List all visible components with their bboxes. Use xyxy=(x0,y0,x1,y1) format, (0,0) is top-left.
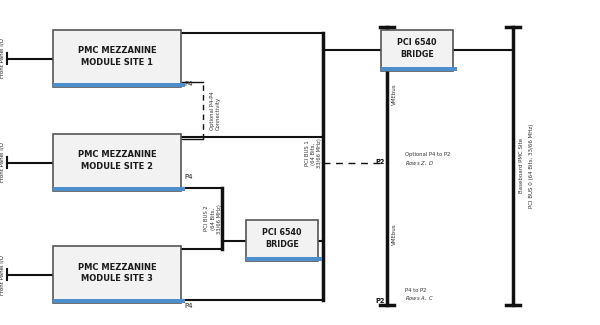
Text: PMC MEZZANINE
MODULE SITE 2: PMC MEZZANINE MODULE SITE 2 xyxy=(77,150,157,171)
Text: PCI BUS 2
(64 Bits,
33/66 MHz): PCI BUS 2 (64 Bits, 33/66 MHz) xyxy=(204,204,222,233)
Text: VMEbus: VMEbus xyxy=(392,83,397,105)
Text: PCI 6540
BRIDGE: PCI 6540 BRIDGE xyxy=(262,228,302,249)
Bar xyxy=(53,299,185,304)
Text: P2: P2 xyxy=(375,160,385,165)
Text: PCI 6540
BRIDGE: PCI 6540 BRIDGE xyxy=(397,38,437,59)
Text: Optional P4-P4
Connectivity: Optional P4-P4 Connectivity xyxy=(210,91,221,130)
Text: VMEbus: VMEbus xyxy=(392,224,397,245)
Text: P4: P4 xyxy=(185,174,193,180)
Text: PMC MEZZANINE
MODULE SITE 3: PMC MEZZANINE MODULE SITE 3 xyxy=(77,263,157,283)
Text: Optional P4 to P2
$\it{Rows\ Z,\ D}$: Optional P4 to P2 $\it{Rows\ Z,\ D}$ xyxy=(405,152,451,166)
Bar xyxy=(53,30,181,87)
Bar xyxy=(53,83,185,87)
Text: PMC MEZZANINE
MODULE SITE 1: PMC MEZZANINE MODULE SITE 1 xyxy=(77,46,157,67)
Bar xyxy=(246,257,322,261)
Text: Baseboard PMC Site: Baseboard PMC Site xyxy=(519,138,524,193)
Text: Front Panel I/O: Front Panel I/O xyxy=(0,38,5,79)
Text: PCI BUS 1
(64 Bits,
33/66 MHz): PCI BUS 1 (64 Bits, 33/66 MHz) xyxy=(305,139,323,168)
Text: P4: P4 xyxy=(185,303,193,309)
Bar xyxy=(381,67,457,71)
Bar xyxy=(381,30,453,71)
Text: PCI BUS 0 (64 Bits, 33/66 MHz): PCI BUS 0 (64 Bits, 33/66 MHz) xyxy=(529,124,534,208)
Bar xyxy=(53,187,185,191)
Text: P4 to P2
$\it{Rows\ A,\ C}$: P4 to P2 $\it{Rows\ A,\ C}$ xyxy=(405,288,434,302)
Bar xyxy=(53,134,181,191)
Bar xyxy=(53,246,181,303)
Text: Front Panel I/O: Front Panel I/O xyxy=(0,142,5,183)
Text: P2: P2 xyxy=(375,298,385,305)
Text: Front Panel I/O: Front Panel I/O xyxy=(0,254,5,295)
Text: P4: P4 xyxy=(185,81,193,87)
Bar xyxy=(246,220,318,261)
